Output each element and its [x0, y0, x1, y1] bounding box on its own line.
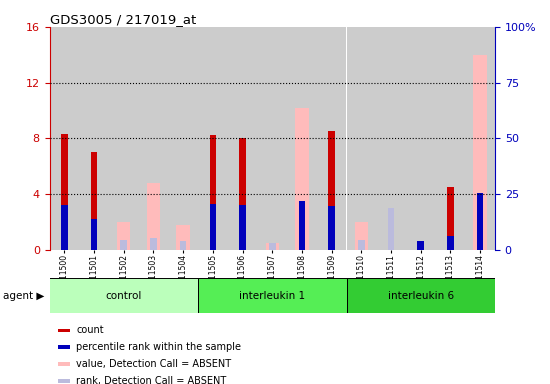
Bar — [346, 27, 376, 250]
Bar — [295, 108, 309, 250]
Bar — [168, 27, 198, 250]
Bar — [198, 27, 228, 250]
Bar — [266, 243, 279, 250]
Bar — [109, 27, 139, 250]
Bar — [447, 236, 454, 250]
Text: count: count — [76, 326, 104, 336]
Text: interleukin 1: interleukin 1 — [239, 291, 305, 301]
Text: percentile rank within the sample: percentile rank within the sample — [76, 343, 241, 353]
Bar — [388, 208, 394, 250]
Bar — [150, 238, 157, 250]
Bar — [198, 278, 346, 313]
Bar — [79, 27, 109, 250]
Bar — [147, 183, 160, 250]
Bar — [139, 27, 168, 250]
Bar — [58, 362, 69, 366]
Bar — [257, 27, 287, 250]
Bar — [61, 134, 68, 250]
Bar — [177, 225, 190, 250]
Bar — [328, 207, 335, 250]
Text: rank, Detection Call = ABSENT: rank, Detection Call = ABSENT — [76, 376, 227, 384]
Bar — [358, 240, 365, 250]
Bar — [376, 27, 406, 250]
Bar — [317, 27, 346, 250]
Bar — [228, 27, 257, 250]
Text: control: control — [106, 291, 142, 301]
Text: GDS3005 / 217019_at: GDS3005 / 217019_at — [50, 13, 196, 26]
Bar — [417, 241, 424, 250]
Bar — [477, 192, 483, 250]
Bar — [58, 379, 69, 383]
Bar — [287, 27, 317, 250]
Bar — [210, 204, 216, 250]
Text: interleukin 6: interleukin 6 — [388, 291, 454, 301]
Bar — [465, 27, 495, 250]
Bar — [328, 131, 335, 250]
Bar — [269, 243, 276, 250]
Text: value, Detection Call = ABSENT: value, Detection Call = ABSENT — [76, 359, 232, 369]
Bar — [61, 205, 68, 250]
Bar — [239, 205, 246, 250]
Bar — [436, 27, 465, 250]
Bar — [58, 346, 69, 349]
Bar — [239, 138, 246, 250]
Bar — [447, 187, 454, 250]
Bar — [91, 219, 97, 250]
Bar — [117, 222, 130, 250]
Bar — [91, 152, 97, 250]
Bar — [474, 55, 487, 250]
Bar — [58, 329, 69, 333]
Bar — [180, 241, 186, 250]
Bar — [299, 201, 305, 250]
Bar — [120, 240, 127, 250]
Bar — [406, 27, 436, 250]
Bar — [50, 278, 198, 313]
Bar — [355, 222, 368, 250]
Bar — [210, 136, 216, 250]
Bar — [346, 278, 495, 313]
Text: agent ▶: agent ▶ — [3, 291, 44, 301]
Bar — [50, 27, 79, 250]
